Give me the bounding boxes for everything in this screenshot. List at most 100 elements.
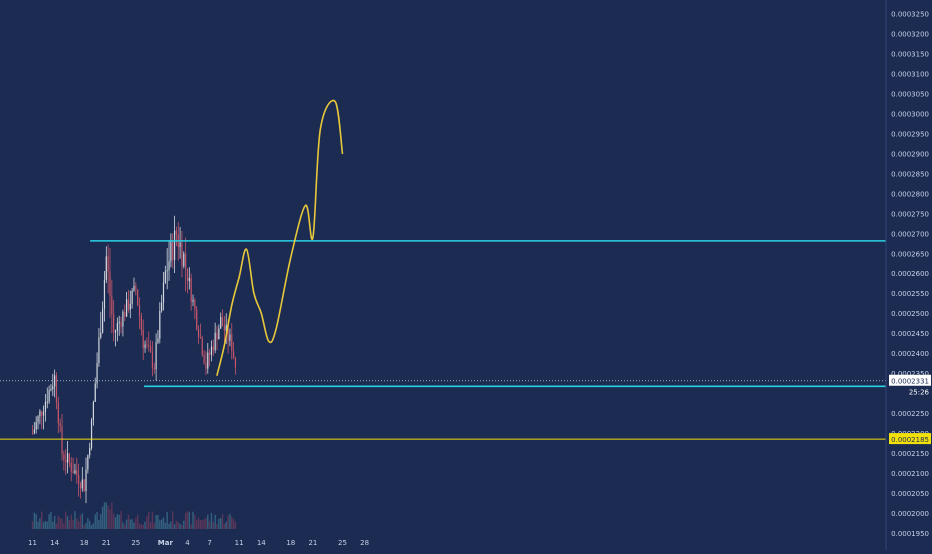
price-tick-label: 0.0002650 (891, 250, 929, 258)
volume-bar (183, 520, 185, 529)
candle-body (131, 290, 133, 304)
volume-bar (61, 518, 63, 529)
candle-body (209, 352, 211, 355)
volume-bar (234, 521, 237, 529)
volume-bar (135, 517, 137, 529)
price-tick-label: 0.0003050 (891, 90, 929, 98)
candle-body (107, 256, 109, 272)
candle-body (185, 253, 187, 269)
price-axis[interactable] (886, 0, 932, 550)
candle-body (90, 419, 93, 448)
volume-bar (146, 516, 148, 529)
volume-bar (96, 511, 98, 529)
time-tick-label: 21 (308, 539, 317, 547)
volume-bar (162, 517, 165, 529)
candle-body (179, 242, 181, 247)
volume-bar (170, 521, 172, 529)
candle-body (44, 401, 47, 412)
volume-bar (225, 521, 227, 529)
volume-bar (201, 520, 203, 529)
candle-body (48, 390, 50, 402)
volume-bar (133, 522, 135, 529)
volume-bar (160, 519, 163, 529)
volume-bar (31, 521, 34, 529)
price-tick-label: 0.0002800 (891, 190, 929, 198)
candle-body (59, 423, 61, 426)
candle-body (233, 351, 235, 358)
candle-body (149, 346, 152, 352)
volume-bar (105, 502, 107, 529)
volume-bar (77, 521, 80, 529)
volume-bar (76, 518, 78, 529)
volume-bar (37, 521, 39, 529)
candle-body (111, 296, 113, 315)
volume-bar (120, 511, 122, 529)
candle-body (161, 302, 163, 311)
volume-bar (212, 521, 215, 529)
volume-bar (153, 522, 155, 529)
projection-drawing (216, 99, 344, 376)
support-2-tag: 0.0002185 (891, 436, 929, 444)
price-tick-label: 0.0002750 (891, 210, 929, 218)
candle-body (199, 337, 201, 338)
volume-bar (219, 518, 222, 529)
candle-body (50, 389, 52, 391)
candle-body (129, 303, 131, 310)
volume-bar (103, 502, 106, 529)
price-tick-label: 0.0003200 (891, 30, 929, 38)
volume-bar (118, 514, 120, 529)
volume-bar (179, 523, 181, 529)
volume-bar (109, 509, 111, 529)
candle-body (155, 342, 157, 370)
volume-bar (190, 524, 192, 529)
candle-body (102, 308, 104, 333)
candle-body (70, 462, 72, 472)
candle-body (133, 285, 135, 291)
candle-body (35, 422, 37, 430)
volume-bar (229, 513, 231, 529)
volume-bar (72, 519, 74, 529)
time-tick-label: 21 (102, 539, 111, 547)
volume-bar (196, 520, 198, 529)
volume-bar (194, 515, 196, 529)
candle-body (109, 271, 111, 297)
volume-series (31, 502, 237, 529)
price-tick-label: 0.0002450 (891, 330, 929, 338)
volume-bar (131, 519, 133, 529)
volume-bar (55, 523, 58, 529)
candle-body (65, 459, 67, 463)
price-tick-label: 0.0002400 (891, 350, 929, 358)
volume-bar (144, 521, 146, 529)
candle-body (78, 475, 80, 484)
candle-body (81, 479, 83, 489)
volume-bar (208, 521, 211, 529)
volume-bar (138, 523, 141, 529)
candle-body (181, 242, 183, 267)
volume-bar (177, 521, 179, 529)
time-tick-label: 18 (80, 539, 89, 547)
volume-bar (186, 511, 189, 529)
support-2-tag-bg (889, 433, 931, 445)
candle-body (98, 337, 100, 364)
candle-body (223, 326, 225, 331)
volume-bar (149, 522, 152, 529)
volume-bar (199, 520, 202, 529)
price-tick-label: 0.0002150 (891, 450, 929, 458)
volume-bar (175, 520, 178, 529)
candle-body (127, 299, 130, 310)
candle-body (194, 299, 196, 310)
volume-bar (87, 518, 89, 529)
candle-body (114, 330, 117, 333)
candle-body (63, 454, 65, 460)
volume-bar (181, 524, 183, 529)
candle-body (151, 351, 154, 368)
candle-body (153, 367, 155, 370)
candle-body (186, 268, 189, 282)
volume-bar (216, 524, 218, 529)
current-price-tag: 0.0002331 (891, 378, 929, 386)
price-tick-label: 0.0002350 (891, 370, 929, 378)
candle-body (124, 312, 126, 317)
